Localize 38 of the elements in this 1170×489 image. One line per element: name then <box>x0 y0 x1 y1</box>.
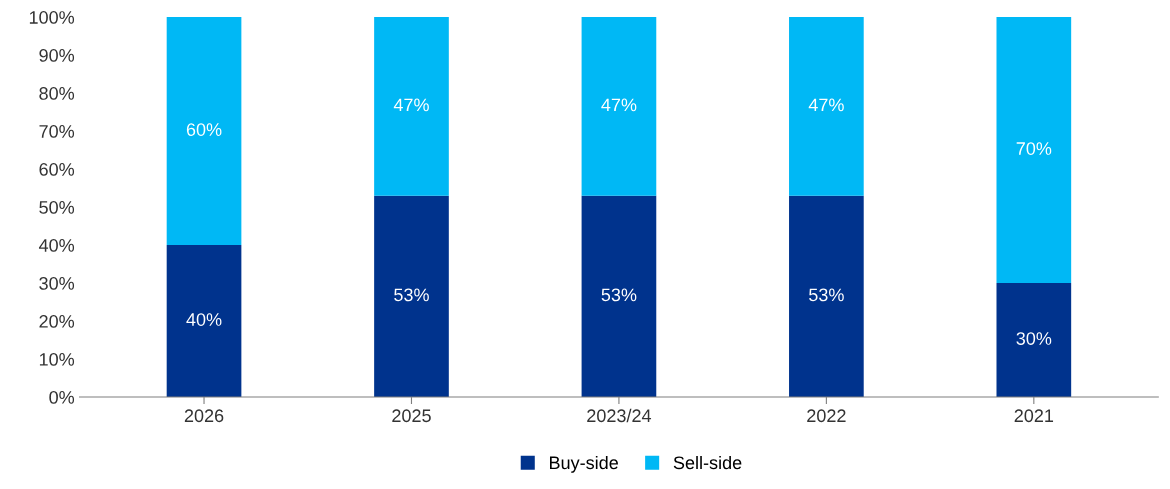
bar <box>789 195 864 398</box>
x-tick-label: 2021 <box>1014 409 1054 423</box>
y-tick-label: 60% <box>39 163 75 176</box>
bar <box>996 17 1072 284</box>
x-tick-label: 2025 <box>392 409 431 423</box>
bar <box>581 17 657 196</box>
data-label: 30% <box>1016 332 1052 345</box>
data-label: 53% <box>394 288 429 302</box>
y-tick-label: 70% <box>39 125 75 138</box>
y-tick-label: 90% <box>39 49 75 62</box>
data-label: 40% <box>186 313 222 326</box>
bar <box>166 245 242 398</box>
data-label: 70% <box>1016 142 1052 155</box>
bar <box>581 195 657 398</box>
x-tick-label: 2023/24 <box>587 408 652 423</box>
y-tick-label: 20% <box>39 315 75 328</box>
data-label: 53% <box>809 288 844 302</box>
data-label: 47% <box>601 98 637 112</box>
y-tick-label: 100% <box>29 11 75 24</box>
bar <box>996 283 1072 398</box>
x-tick-label: 2022 <box>807 409 846 423</box>
bar <box>166 17 242 246</box>
data-label: 47% <box>808 98 844 112</box>
legend-label: Buy-side <box>550 455 618 473</box>
x-tick-label: 2026 <box>184 409 224 423</box>
y-tick-label: 10% <box>39 353 75 366</box>
y-tick-label: 80% <box>39 87 75 100</box>
bar <box>374 195 449 398</box>
y-tick-label: 50% <box>39 201 75 214</box>
data-label: 60% <box>186 123 222 136</box>
legend-label: Sell-side <box>673 455 742 470</box>
bar <box>374 17 449 196</box>
data-label: 47% <box>393 98 429 112</box>
bar <box>789 17 864 196</box>
data-label: 53% <box>601 288 637 302</box>
y-tick-label: 40% <box>38 239 75 252</box>
y-tick-label: 30% <box>39 277 75 290</box>
y-tick-label: 0% <box>49 391 75 404</box>
